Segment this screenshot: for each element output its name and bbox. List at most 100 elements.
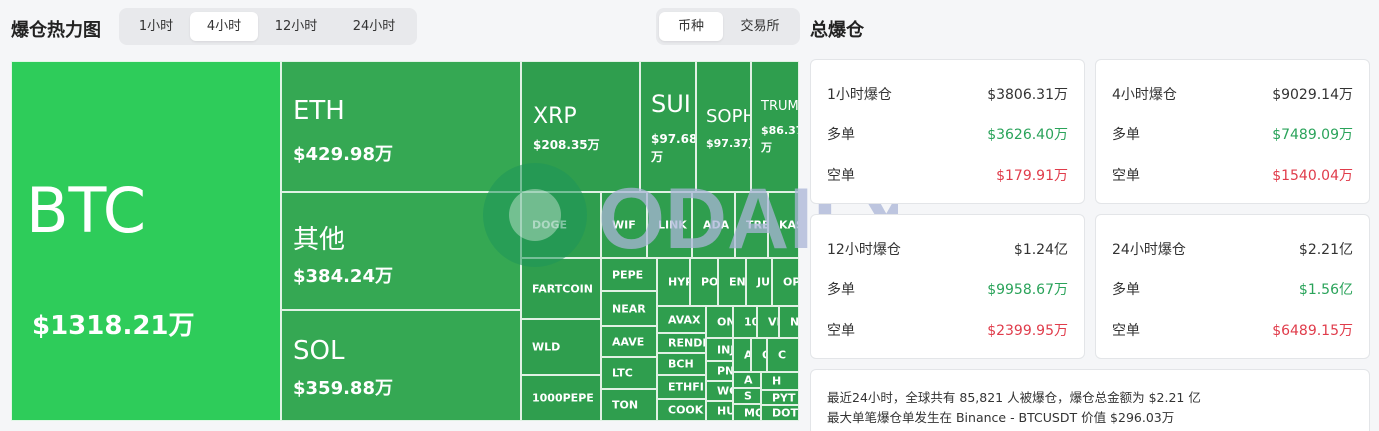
tile-1000pepe[interactable]: 1000PEPE (521, 375, 601, 421)
tile-symbol: WC (717, 384, 732, 398)
tile-render[interactable]: RENDER (657, 333, 706, 353)
tile-c-1[interactable]: C (767, 338, 799, 372)
tile-h-1[interactable]: H (761, 372, 799, 390)
tab-1h[interactable]: 1小时 (138, 19, 174, 34)
tile-symbol: ETHFI (668, 380, 704, 394)
tile-value: $384.24万 (293, 266, 393, 287)
tile-btc[interactable]: BTC $1318.21万 (11, 61, 281, 421)
tile-symbol: PNU (717, 364, 732, 378)
tile-link[interactable]: LINK (647, 192, 692, 258)
tab-24h[interactable]: 24小时 (352, 19, 396, 34)
tile-hum[interactable]: HUM (706, 401, 733, 421)
short-label: 空单 (827, 323, 855, 339)
total-liquidation-title: 总爆仓 (810, 20, 864, 41)
tile-near[interactable]: NEAR (601, 291, 657, 326)
tile-symbol: AAVE (612, 335, 645, 348)
summary-line-2: 最大单笔爆仓单发生在 Binance - BTCUSDT 价值 $296.03万 (827, 410, 1175, 425)
tile-doge[interactable]: DOGE (521, 192, 601, 258)
tile-ltc[interactable]: LTC (601, 357, 657, 389)
liquidation-summary: 最近24小时，全球共有 85,821 人被爆仓，爆仓总金额为 $2.21 亿 最… (810, 369, 1370, 431)
tile-wld[interactable]: WLD (521, 319, 601, 375)
tile-value: $208.35万 (533, 138, 600, 152)
tile-symbol: ADA (703, 218, 730, 232)
tile-symbol: RENDER (668, 336, 705, 350)
tile-symbol: JUP (757, 275, 771, 289)
group-by-selector: 币种 交易所 (656, 8, 800, 45)
tile-symbol: KAS (779, 218, 798, 232)
short-label: 空单 (1112, 168, 1140, 184)
tile-soph[interactable]: SOPH $97.37万 (696, 61, 751, 192)
short-amount: $6489.15万 (1272, 323, 1353, 339)
tile-xrp[interactable]: XRP $208.35万 (521, 61, 640, 192)
tile-neiro[interactable]: NE (779, 306, 799, 338)
tile-eth[interactable]: ETH $429.98万 (281, 61, 521, 192)
tile-avax[interactable]: AVAX (657, 306, 706, 333)
tile-trump[interactable]: TRUMP $86.37万 (751, 61, 799, 192)
tile-pol[interactable]: POL (690, 258, 718, 306)
tile-symbol: S (744, 389, 752, 403)
tile-symbol: HUM (717, 404, 732, 418)
tile-symbol: DOT (772, 406, 798, 420)
card-title: 12小时爆仓 (827, 242, 901, 258)
tile-symbol: O (762, 349, 766, 362)
tile-ada[interactable]: ADA (692, 192, 735, 258)
tile-aave[interactable]: AAVE (601, 326, 657, 357)
tile-symbol: C (778, 348, 787, 362)
tile-vine[interactable]: VI (757, 306, 779, 338)
tile-symbol: A (744, 349, 750, 362)
tile-a-1[interactable]: A (733, 338, 751, 372)
summary-line-1: 最近24小时，全球共有 85,821 人被爆仓，爆仓总金额为 $2.21 亿 (827, 390, 1201, 405)
short-amount: $2399.95万 (987, 323, 1068, 339)
tile-kas[interactable]: KAS (768, 192, 799, 258)
tile-ethfi[interactable]: ETHFI (657, 375, 706, 399)
tile-symbol: WLD (532, 340, 561, 354)
short-amount: $1540.04万 (1272, 168, 1353, 184)
tab-4h[interactable]: 4小时 (190, 12, 258, 41)
tile-jup[interactable]: JUP (746, 258, 772, 306)
tile-s-1[interactable]: S (733, 388, 761, 404)
tile-ton[interactable]: TON (601, 389, 657, 421)
tab-coin[interactable]: 币种 (659, 12, 723, 41)
tile-symbol: 10 (744, 315, 756, 329)
tile-symbol: TRUMP (761, 99, 799, 114)
tab-exchange[interactable]: 交易所 (740, 19, 780, 34)
tile-trb[interactable]: TRB (735, 192, 768, 258)
card-title: 24小时爆仓 (1112, 242, 1186, 258)
tile-ondo[interactable]: ONDO (706, 306, 733, 338)
tile-wif[interactable]: WIF (601, 192, 647, 258)
tile-symbol: PYT (772, 391, 796, 404)
tile-dot[interactable]: DOT (761, 405, 799, 421)
tile-pepe[interactable]: PEPE (601, 258, 657, 291)
tile-inj[interactable]: INJ (706, 338, 733, 361)
tile-wct[interactable]: WC (706, 381, 733, 401)
card-title: 1小时爆仓 (827, 87, 892, 103)
tile-symbol: NE (790, 315, 799, 329)
tile-bch[interactable]: BCH (657, 353, 706, 375)
tile-o-1[interactable]: O (751, 338, 767, 372)
tile-op[interactable]: OP (772, 258, 799, 306)
long-label: 多单 (827, 127, 855, 143)
tile-pyth[interactable]: PYT (761, 390, 799, 405)
tile-sol[interactable]: SOL $359.88万 (281, 310, 521, 421)
tile-fartcoin[interactable]: FARTCOIN (521, 258, 601, 319)
tile-value: $1318.21万 (32, 311, 195, 341)
tile-symbol: LINK (658, 218, 687, 232)
tile-symbol: NEAR (612, 302, 646, 315)
tile-cookie[interactable]: COOK (657, 399, 706, 421)
tile-mo[interactable]: MO (733, 404, 761, 421)
tile-pnut[interactable]: PNU (706, 361, 733, 381)
tab-12h[interactable]: 12小时 (274, 19, 318, 34)
tile-a-2[interactable]: A (733, 372, 761, 388)
tile-symbol: WIF (612, 218, 636, 232)
tile-others[interactable]: 其他 $384.24万 (281, 192, 521, 310)
card-total: $2.21亿 (1298, 242, 1353, 258)
tile-symbol: POL (701, 275, 718, 289)
tile-10000sats[interactable]: 10 (733, 306, 757, 338)
short-label: 空单 (827, 168, 855, 184)
tile-value: $97.68万 (651, 132, 696, 164)
tile-ena[interactable]: ENA (718, 258, 746, 306)
card-4h: 4小时爆仓 $9029.14万 多单 $7489.09万 空单 $1540.04万 (1095, 59, 1370, 204)
tile-sui[interactable]: SUI $97.68万 (640, 61, 696, 192)
short-label: 空单 (1112, 323, 1140, 339)
tile-hype[interactable]: HYPE (657, 258, 690, 306)
